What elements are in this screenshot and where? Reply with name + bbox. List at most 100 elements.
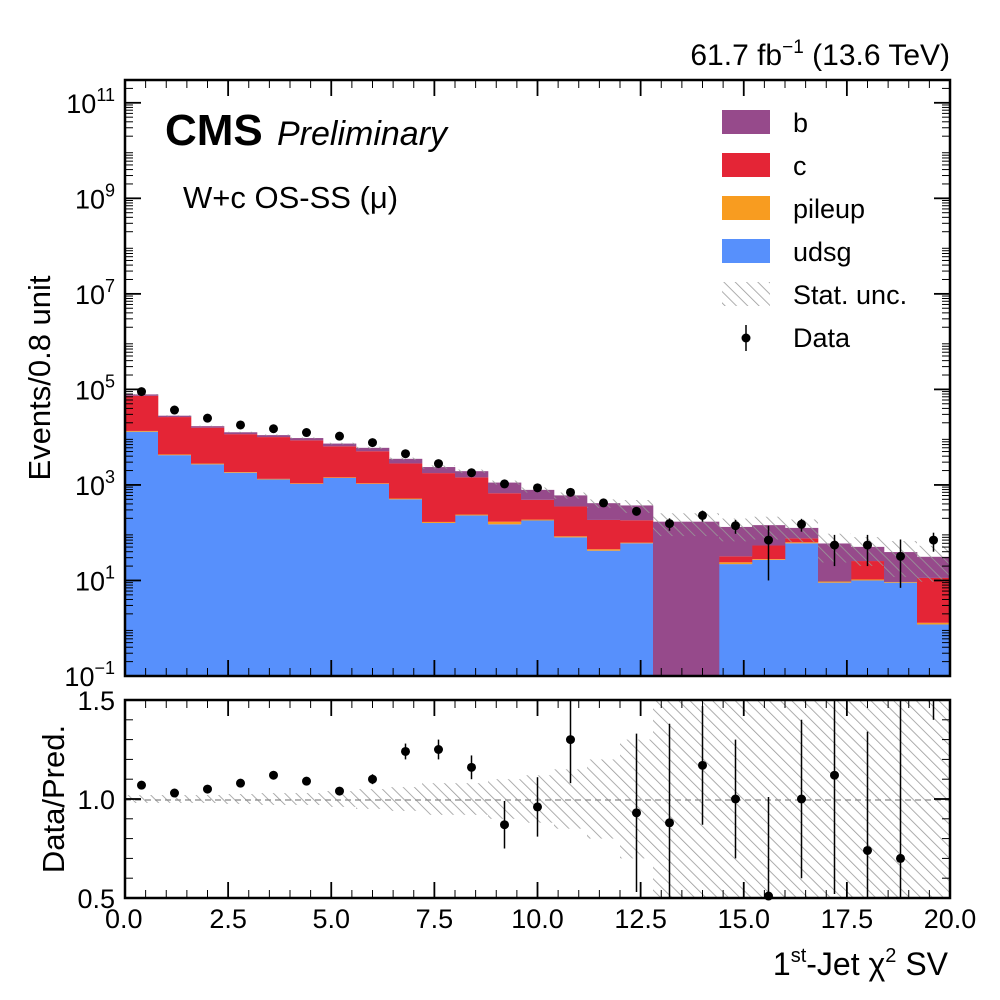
bar-c-8 (389, 463, 423, 499)
ratio-point-7 (368, 774, 377, 784)
bar-b-5 (290, 438, 324, 441)
legend-label-c: c (793, 151, 807, 181)
bar-pileup-7 (356, 483, 390, 484)
ratio-unc-band-2 (191, 795, 224, 803)
bar-pileup-18 (719, 562, 753, 565)
bar-pileup-0 (125, 430, 159, 432)
data-point-21 (830, 540, 839, 550)
data-point-18 (731, 521, 740, 531)
unc-band-7 (356, 446, 389, 449)
bar-udsg-7 (356, 483, 390, 676)
bar-udsg-6 (323, 477, 357, 676)
legend-label-unc: Stat. unc. (793, 280, 907, 310)
bar-pileup-3 (224, 472, 258, 473)
bar-udsg-8 (389, 499, 423, 676)
bar-udsg-22 (851, 580, 885, 676)
x-tick-label-1: 2.5 (209, 904, 247, 934)
data-point-16 (665, 519, 674, 529)
x-tick-label-6: 15.0 (717, 904, 770, 934)
ratio-point-18 (731, 794, 740, 804)
ratio-unc-band-3 (224, 794, 257, 804)
ratio-point-17 (698, 760, 707, 770)
bar-c-0 (125, 395, 159, 431)
data-point-19 (764, 535, 773, 545)
legend-swatch-udsg (722, 239, 770, 263)
ratio-point-4 (269, 770, 278, 780)
bar-udsg-4 (257, 479, 291, 676)
data-point-24 (929, 535, 938, 545)
x-tick-label-8: 20.0 (924, 904, 977, 934)
ratio-unc-band-9 (422, 783, 455, 815)
data-point-3 (236, 420, 245, 430)
unc-band-2 (191, 425, 224, 427)
bar-udsg-0 (125, 431, 159, 676)
ratio-y-tick-label-2: 1.5 (77, 686, 115, 716)
bar-pileup-2 (191, 463, 225, 465)
ratio-point-23 (896, 853, 905, 863)
ratio-y-tick-label-1: 1.0 (77, 785, 115, 815)
ratio-point-10 (467, 762, 476, 772)
bar-pileup-24 (917, 622, 951, 625)
bar-b-12 (521, 489, 555, 500)
data-point-4 (269, 424, 278, 434)
x-axis-label: 1st-Jet χ2 SV (773, 945, 949, 982)
lumi-label: 61.7 fb−1 (13.6 TeV) (690, 37, 950, 72)
ratio-point-0 (137, 780, 146, 790)
y-tick-label-4: 107 (75, 276, 115, 310)
legend-swatch-c (722, 153, 770, 177)
data-point-12 (533, 483, 542, 493)
bar-pileup-12 (521, 519, 555, 521)
bar-b-16 (653, 521, 687, 676)
bar-pileup-8 (389, 498, 423, 500)
bar-udsg-20 (785, 543, 819, 676)
bar-b-6 (323, 443, 357, 447)
bar-pileup-21 (818, 581, 852, 583)
main-panel-frame (123, 78, 952, 678)
ratio-y-axis-label: Data/Pred. (36, 725, 71, 873)
ratio-unc-band-10 (455, 783, 488, 815)
ratio-point-11 (500, 820, 509, 830)
data-point-9 (434, 459, 443, 469)
bar-udsg-5 (290, 483, 324, 676)
ratio-y-tick-label-0: 0.5 (77, 884, 115, 914)
ratio-point-12 (533, 802, 542, 812)
bar-pileup-10 (455, 514, 489, 516)
channel-label: W+c OS-SS (μ) (183, 180, 398, 215)
y-tick-label-1: 101 (75, 562, 115, 596)
bar-b-9 (422, 467, 456, 474)
x-tick-label-2: 5.0 (312, 904, 350, 934)
data-point-10 (467, 468, 476, 478)
data-point-8 (401, 449, 410, 459)
data-point-20 (797, 519, 806, 529)
bar-udsg-18 (719, 564, 753, 676)
legend-label-pileup: pileup (793, 194, 865, 224)
bar-c-12 (521, 499, 555, 520)
stacked-histogram (125, 394, 951, 676)
unc-band-1 (158, 415, 191, 417)
ratio-point-20 (797, 794, 806, 804)
data-point-2 (203, 413, 212, 423)
bar-c-14 (587, 519, 621, 550)
bar-c-18 (719, 556, 753, 563)
unc-band-5 (290, 437, 323, 439)
x-tick-label-0: 0.0 (105, 904, 143, 934)
legend-label-b: b (793, 108, 808, 138)
y-tick-label-2: 103 (75, 467, 115, 501)
bar-udsg-3 (224, 472, 258, 676)
data-point-17 (698, 510, 707, 520)
bar-b-4 (257, 435, 291, 438)
data-point-0 (137, 387, 146, 397)
ratio-unc-band-5 (290, 793, 323, 805)
ratio-point-9 (434, 745, 443, 754)
cms-preliminary: Preliminary (277, 115, 449, 153)
bar-c-11 (488, 493, 522, 522)
bar-c-15 (620, 520, 654, 543)
bar-udsg-10 (455, 515, 489, 676)
legend-swatch-unc (722, 282, 770, 306)
legend-label-udsg: udsg (793, 237, 852, 267)
unc-band-15 (620, 500, 653, 513)
bar-udsg-15 (620, 543, 654, 676)
unc-band-4 (257, 434, 290, 436)
bar-b-7 (356, 447, 390, 452)
unc-band-6 (323, 442, 356, 445)
